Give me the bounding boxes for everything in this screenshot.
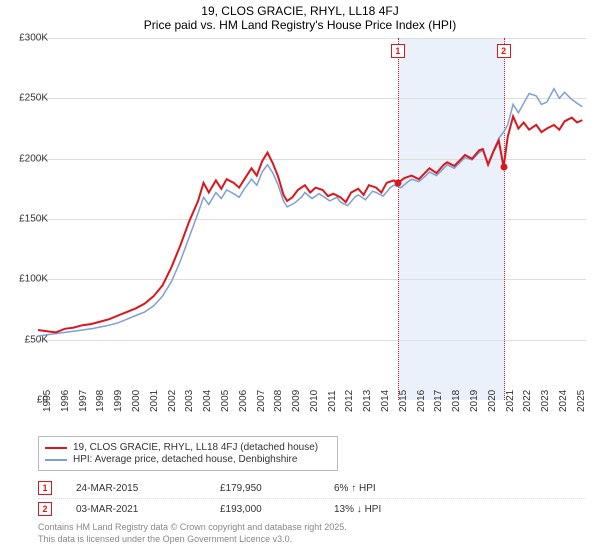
- marker-date: 03-MAR-2021: [76, 504, 196, 515]
- legend-row-2: HPI: Average price, detached house, Denb…: [45, 454, 331, 465]
- sale-dot: [500, 164, 507, 171]
- marker-price: £179,950: [220, 483, 310, 494]
- legend-swatch-2: [45, 459, 67, 461]
- marker-table: 1 24-MAR-2015 £179,950 6% ↑ HPI 2 03-MAR-2021…: [38, 478, 586, 519]
- chart-title-line2: Price paid vs. HM Land Registry's House …: [0, 18, 600, 32]
- marker-pct: 13% ↓ HPI: [334, 504, 434, 515]
- marker-pct: 6% ↑ HPI: [334, 483, 434, 494]
- series-property: [38, 116, 582, 332]
- marker-table-row: 1 24-MAR-2015 £179,950 6% ↑ HPI: [38, 478, 586, 499]
- marker-table-row: 2 03-MAR-2021 £193,000 13% ↓ HPI: [38, 499, 586, 519]
- marker-table-badge: 2: [38, 502, 52, 516]
- legend-swatch-1: [45, 447, 67, 449]
- legend-label-2: HPI: Average price, detached house, Denb…: [73, 454, 297, 465]
- marker-date: 24-MAR-2015: [76, 483, 196, 494]
- marker-table-badge: 1: [38, 481, 52, 495]
- legend-row-1: 19, CLOS GRACIE, RHYL, LL18 4FJ (detache…: [45, 442, 331, 453]
- legend: 19, CLOS GRACIE, RHYL, LL18 4FJ (detache…: [38, 436, 338, 471]
- chart-title-line1: 19, CLOS GRACIE, RHYL, LL18 4FJ: [0, 4, 600, 18]
- legend-label-1: 19, CLOS GRACIE, RHYL, LL18 4FJ (detache…: [73, 442, 318, 453]
- footer-attribution: Contains HM Land Registry data © Crown c…: [38, 522, 347, 545]
- sale-dot: [394, 179, 401, 186]
- marker-price: £193,000: [220, 504, 310, 515]
- footer-line2: This data is licensed under the Open Gov…: [38, 534, 347, 546]
- footer-line1: Contains HM Land Registry data © Crown c…: [38, 522, 347, 534]
- chart-plot-area: [38, 38, 586, 400]
- series-hpi: [38, 89, 582, 336]
